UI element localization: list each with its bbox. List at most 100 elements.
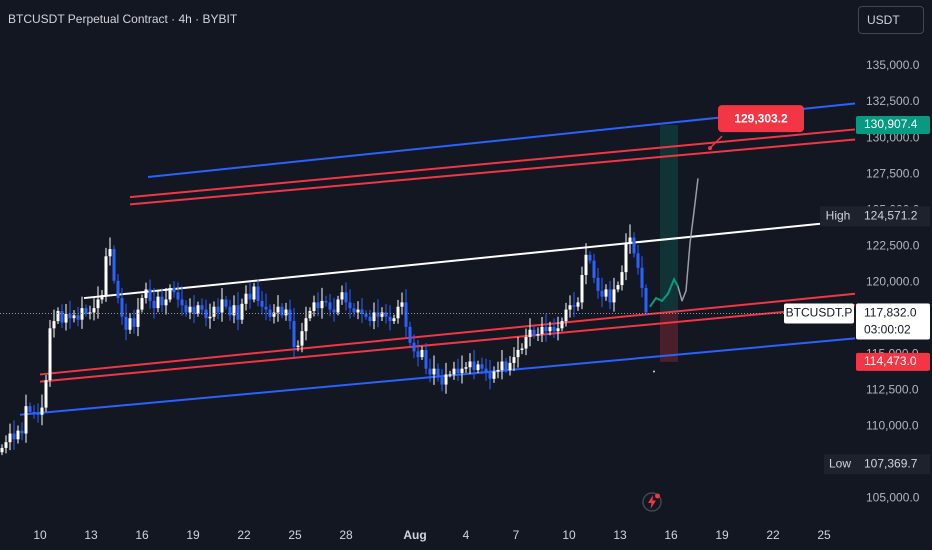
candle [156, 291, 160, 313]
candle-body [628, 237, 632, 244]
candle-body [40, 407, 44, 415]
candle [40, 394, 44, 426]
high-label: High [826, 208, 851, 222]
candle-body [308, 311, 312, 319]
candle [364, 310, 368, 320]
candle-body [132, 318, 136, 327]
candle-body [184, 305, 188, 313]
candle [32, 405, 36, 419]
candle [92, 298, 96, 321]
candle [36, 403, 40, 423]
candle [580, 266, 584, 310]
candle [540, 316, 544, 343]
candle [304, 306, 308, 341]
candle [512, 347, 516, 371]
candle [480, 357, 484, 375]
candle [200, 298, 204, 316]
candle [444, 362, 448, 394]
candle-body [600, 290, 604, 297]
candle [448, 370, 452, 378]
candle [456, 358, 460, 381]
candle-body [620, 272, 624, 286]
candle [464, 362, 468, 373]
candle [280, 303, 284, 319]
candle [636, 245, 640, 275]
price-tag-label: 114,473.0 [864, 354, 917, 368]
candle-body [612, 289, 616, 303]
candle-body [608, 289, 612, 303]
target-label-box[interactable] [718, 105, 804, 133]
candle-body [232, 305, 236, 316]
candle [136, 298, 140, 337]
candle [24, 394, 28, 443]
candle-body [584, 254, 588, 275]
candle [212, 301, 216, 321]
low-label-box [824, 454, 856, 475]
candle-body [480, 364, 484, 369]
x-tick-label: 22 [766, 528, 780, 542]
low-label: Low [829, 456, 851, 470]
candle-body [432, 368, 436, 375]
x-tick-label: 13 [84, 528, 98, 542]
candle [436, 363, 440, 382]
candle [164, 287, 168, 315]
candle-body [244, 293, 248, 304]
candle-body [224, 299, 228, 307]
candle [4, 435, 8, 454]
candle-body [120, 298, 124, 317]
candle [128, 313, 132, 334]
candle-body [616, 285, 620, 290]
candle-body [136, 309, 140, 327]
candle-body [452, 368, 456, 375]
candle [248, 282, 252, 309]
trend-line-1 [129, 128, 856, 199]
y-tick-label: 135,000.0 [866, 58, 920, 72]
candle-body [456, 368, 460, 373]
candle-body [200, 305, 204, 310]
x-tick-label: 25 [817, 528, 831, 542]
price-tag-label: 130,907.4 [864, 117, 918, 131]
candle [120, 288, 124, 325]
candle-body [460, 368, 464, 373]
candle [504, 357, 508, 373]
candle [596, 267, 600, 299]
candle [536, 327, 540, 341]
candle-body [364, 313, 368, 317]
candle-body [384, 312, 388, 317]
candle [64, 303, 68, 331]
candle [424, 343, 428, 375]
candle [516, 336, 520, 368]
candle-body [468, 361, 472, 368]
candle-body [148, 289, 152, 301]
candle [316, 292, 320, 317]
candle [328, 294, 332, 317]
candle-body [288, 309, 292, 322]
candle-body [568, 305, 572, 310]
candle [312, 295, 316, 317]
candle [336, 295, 340, 316]
candle-body [332, 309, 336, 313]
candle [176, 282, 180, 308]
candle [564, 302, 568, 327]
low-value: 107,369.7 [864, 456, 918, 470]
candle [508, 356, 512, 376]
candle-body [640, 267, 644, 288]
candle [52, 309, 56, 338]
lightning-alert-icon[interactable] [640, 490, 664, 514]
candle-body [64, 313, 68, 323]
candle [416, 339, 420, 367]
y-tick-label: 110,000.0 [866, 418, 919, 432]
candle-body [296, 345, 300, 348]
projection-path-teal [649, 277, 679, 308]
y-tick-label: 105,000.0 [866, 491, 920, 505]
candle-body [508, 362, 512, 371]
currency-button[interactable]: USDT [858, 6, 924, 34]
trend-line-2 [129, 138, 856, 206]
candle [644, 284, 648, 316]
candle-body [492, 371, 496, 379]
candle [412, 334, 416, 359]
candle [332, 298, 336, 322]
candle [288, 299, 292, 330]
candle [468, 353, 472, 374]
